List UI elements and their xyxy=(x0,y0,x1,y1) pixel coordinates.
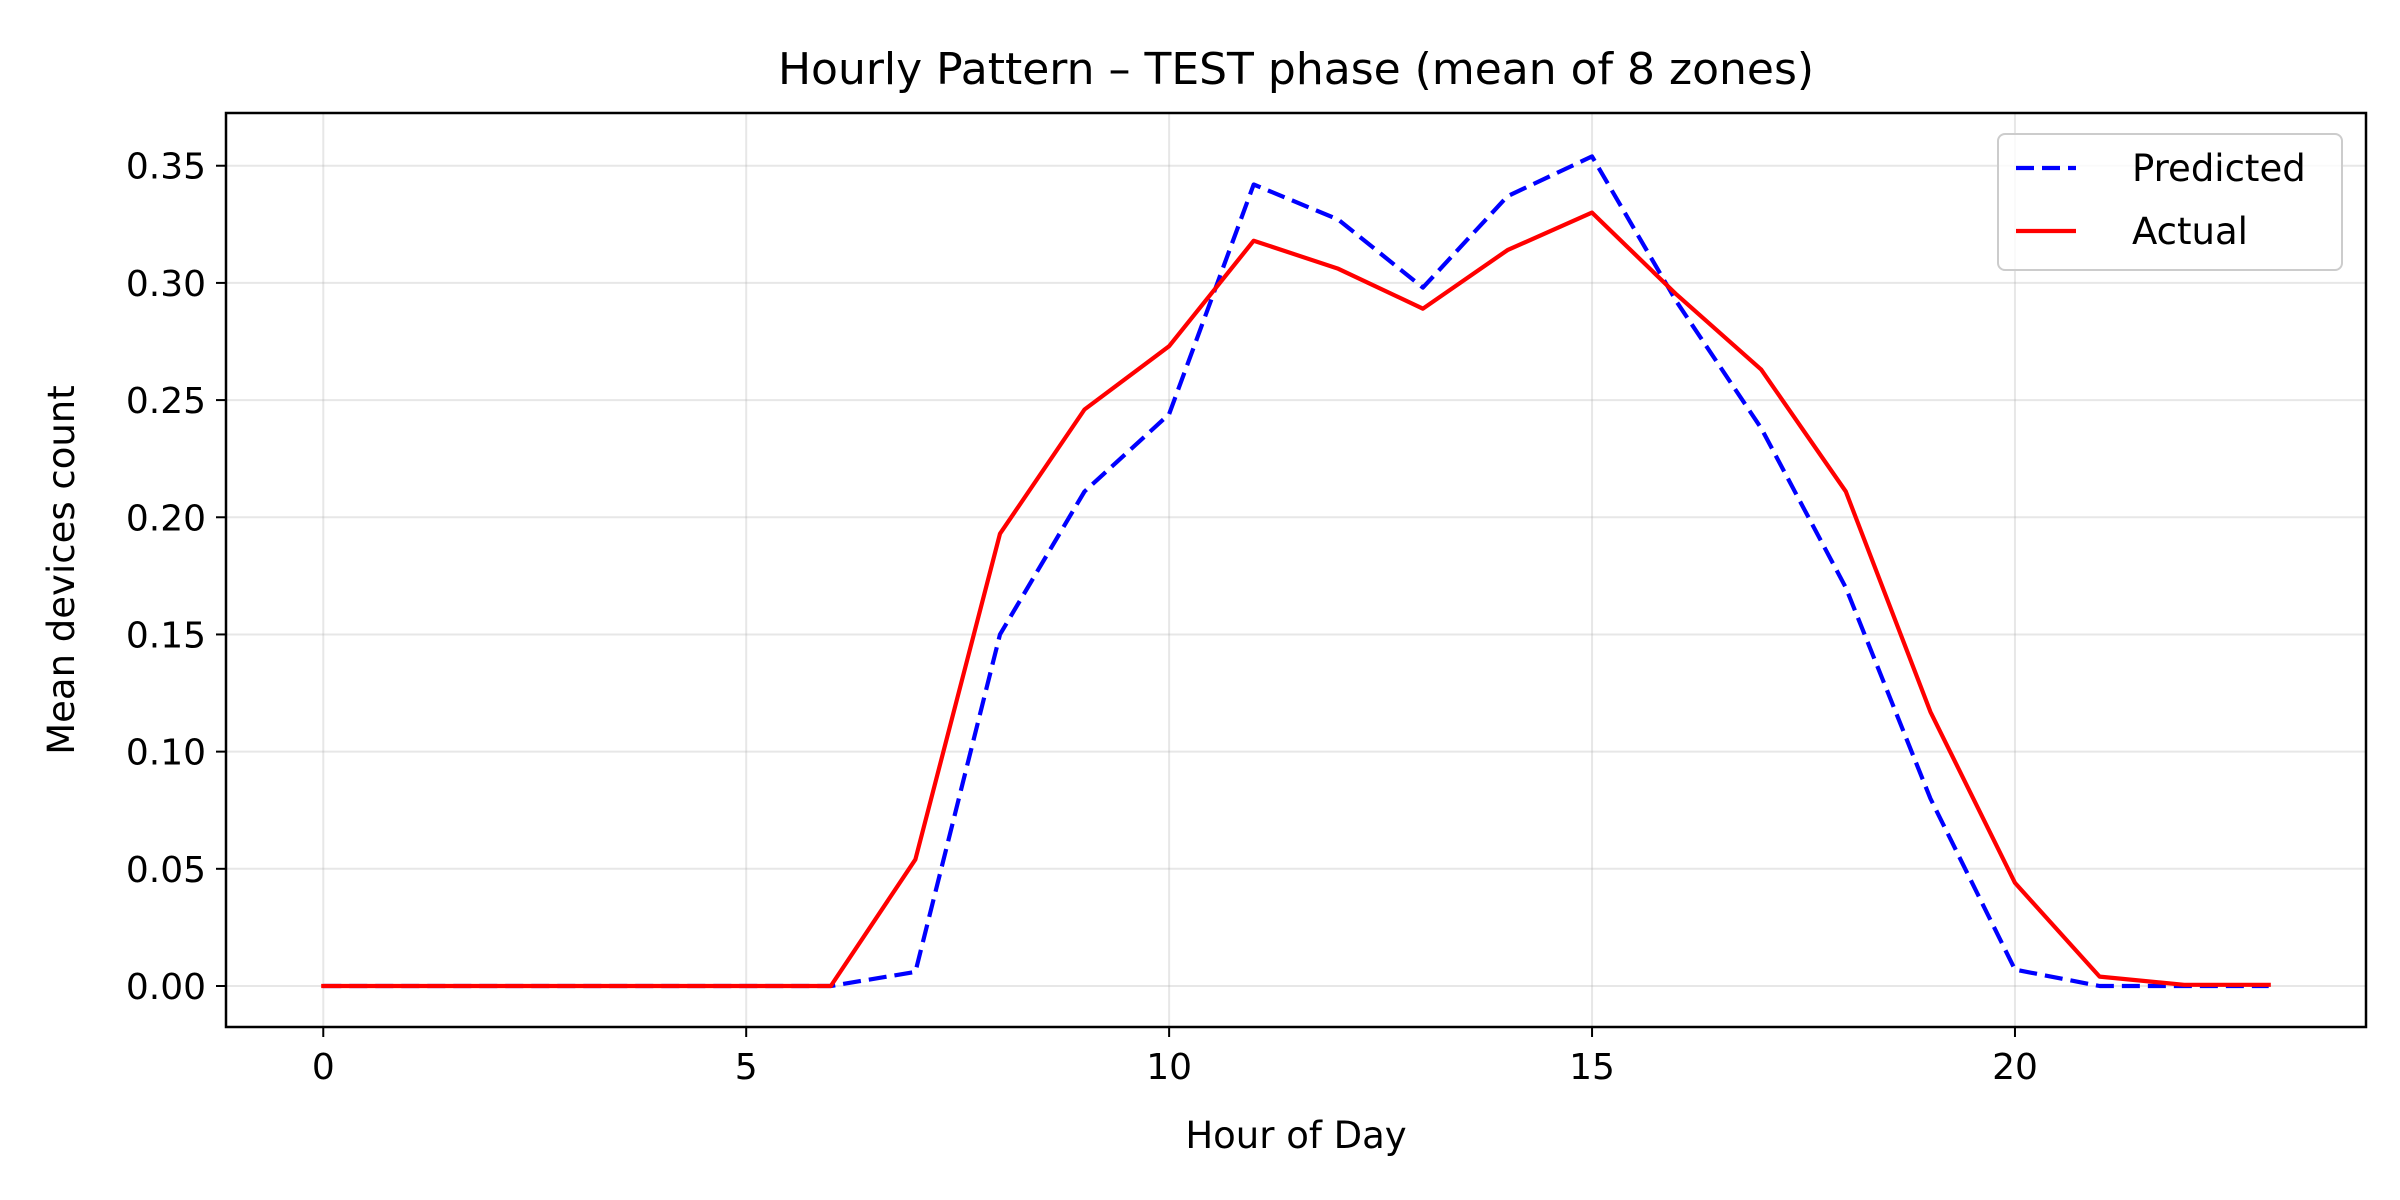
y-tick-label: 0.35 xyxy=(126,147,206,188)
legend-label-predicted: Predicted xyxy=(2132,147,2306,190)
y-tick-label: 0.20 xyxy=(126,498,206,539)
x-tick-label: 5 xyxy=(735,1047,758,1088)
y-tick-label: 0.30 xyxy=(126,264,206,305)
chart-title: Hourly Pattern – TEST phase (mean of 8 z… xyxy=(778,44,1814,95)
x-axis-label: Hour of Day xyxy=(1185,1114,1406,1157)
axis-ticks: 0 5 10 15 20 0.00 0.05 0.10 0.15 0.20 0.25 0.30 0.35 xyxy=(126,147,2038,1088)
legend-label-actual: Actual xyxy=(2132,210,2248,253)
y-tick-label: 0.00 xyxy=(126,967,206,1008)
x-tick-label: 10 xyxy=(1146,1047,1192,1088)
y-tick-label: 0.25 xyxy=(126,381,206,422)
y-tick-label: 0.15 xyxy=(126,615,206,656)
x-tick-label: 0 xyxy=(312,1047,335,1088)
x-tick-label: 20 xyxy=(1992,1047,2038,1088)
legend-box xyxy=(1997,133,2343,271)
series-lines xyxy=(321,154,2271,989)
plot-area-frame xyxy=(224,111,2368,1029)
y-tick-label: 0.10 xyxy=(126,733,206,774)
series-line-actual xyxy=(321,210,2271,989)
y-axis-label: Mean devices count xyxy=(40,385,83,755)
y-tick-label: 0.05 xyxy=(126,850,206,891)
legend: Predicted Actual xyxy=(1997,133,2343,271)
x-tick-label: 15 xyxy=(1569,1047,1615,1088)
